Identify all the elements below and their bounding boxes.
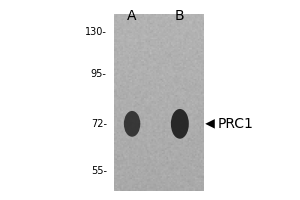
Text: A: A	[127, 9, 137, 23]
Text: 55-: 55-	[91, 166, 107, 176]
Text: 95-: 95-	[91, 69, 107, 79]
Ellipse shape	[124, 111, 140, 137]
Polygon shape	[205, 119, 215, 129]
Text: PRC1: PRC1	[218, 117, 254, 131]
Text: B: B	[175, 9, 185, 23]
Text: 72-: 72-	[91, 119, 107, 129]
Bar	[114, 15, 204, 191]
Text: 130-: 130-	[85, 27, 107, 37]
Ellipse shape	[171, 109, 189, 139]
